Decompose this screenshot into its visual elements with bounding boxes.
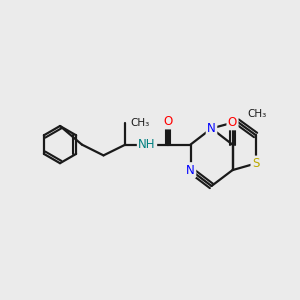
Text: O: O [164, 115, 172, 128]
Text: N: N [186, 164, 195, 177]
Text: CH₃: CH₃ [248, 109, 267, 119]
Text: NH: NH [138, 138, 156, 151]
Text: O: O [228, 116, 237, 129]
Text: N: N [207, 122, 216, 135]
Text: CH₃: CH₃ [130, 118, 149, 128]
Text: S: S [252, 157, 259, 170]
